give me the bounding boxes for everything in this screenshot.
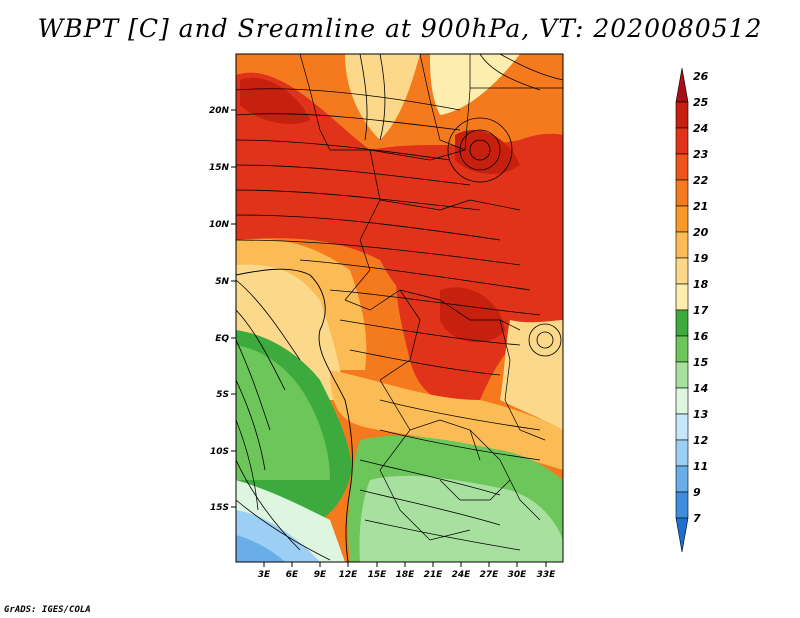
colorbar-bottom-arrow [675, 517, 689, 553]
lon-label: 3E [258, 570, 271, 580]
colorbar-swatch [675, 361, 689, 389]
colorbar-label: 15 [693, 356, 709, 369]
lat-label: 10N [209, 220, 230, 230]
lat-label: 20N [209, 106, 230, 116]
field-lightgreen-west [236, 345, 330, 480]
field-lightgreen-south [359, 475, 563, 562]
colorbar-swatch [675, 309, 689, 337]
colorbar-label: 22 [693, 174, 709, 187]
colorbar-label: 26 [693, 70, 709, 83]
lat-label: EQ [215, 334, 229, 344]
field-orange-south [330, 370, 563, 470]
grads-credit: GrADS: IGES/COLA [4, 605, 91, 615]
colorbar-swatch [675, 283, 689, 311]
colorbar-label: 20 [693, 226, 709, 239]
field-yellow-northeast [430, 54, 520, 115]
colorbar-swatch [675, 413, 689, 441]
lon-label: 24E [452, 570, 472, 580]
lat-label: 15N [209, 163, 230, 173]
colorbar-swatch [675, 101, 689, 129]
colorbar-swatch [675, 491, 689, 519]
lat-label: 5S [216, 390, 229, 400]
lon-label: 12E [339, 570, 359, 580]
colorbar-label: 13 [693, 408, 709, 421]
colorbar-top-arrow [675, 67, 689, 103]
streamlines [236, 54, 563, 561]
colorbar-label: 14 [693, 382, 708, 395]
lon-axis: 3E 6E 9E 12E 15E 18E 21E 24E 27E 30E 33E [258, 562, 556, 580]
lon-label: 9E [314, 570, 327, 580]
colorbar-swatch [675, 335, 689, 363]
country-borders [299, 54, 563, 541]
colorbar-swatch [675, 257, 689, 285]
colorbar-label: 23 [693, 148, 709, 161]
colorbar-label: 11 [693, 460, 708, 473]
lat-label: 15S [210, 503, 229, 513]
field-darkred-nw [240, 77, 310, 125]
field-darkred-ne [455, 129, 520, 175]
colorbar: 26 25 24 23 22 21 20 19 18 17 16 15 14 13 12 11 9 7 [675, 67, 709, 553]
field-blue-deep-southwest [236, 535, 285, 562]
colorbar-label: 24 [693, 122, 708, 135]
colorbar-swatch [675, 153, 689, 181]
lon-label: 30E [508, 570, 528, 580]
lat-axis: 20N 15N 10N 5N EQ 5S 10S 15S [209, 106, 236, 513]
lat-label: 10S [210, 447, 229, 457]
colorbar-label: 9 [693, 486, 701, 499]
lon-label: 27E [480, 570, 500, 580]
coastline [236, 268, 353, 562]
lon-label: 33E [537, 570, 557, 580]
colorbar-label: 16 [693, 330, 709, 343]
map-title: WBPT [C] and Sreamline at 900hPa, VT: 20… [37, 14, 763, 43]
colorbar-swatch [675, 439, 689, 467]
colorbar-swatch [675, 231, 689, 259]
colorbar-label: 17 [693, 304, 709, 317]
wbpt-field [236, 54, 563, 562]
colorbar-label: 12 [693, 434, 709, 447]
map-frame [235, 53, 564, 563]
colorbar-swatch [675, 127, 689, 155]
lon-label: 15E [368, 570, 388, 580]
colorbar-label: 19 [693, 252, 709, 265]
lon-label: 6E [286, 570, 299, 580]
colorbar-swatch [675, 205, 689, 233]
colorbar-label: 7 [693, 512, 701, 525]
colorbar-label: 21 [693, 200, 708, 213]
colorbar-swatch [675, 179, 689, 207]
colorbar-label: 18 [693, 278, 709, 291]
field-darkred-center [440, 287, 505, 343]
colorbar-swatch [675, 387, 689, 415]
lat-label: 5N [215, 277, 229, 287]
colorbar-label: 25 [693, 96, 709, 109]
lon-label: 18E [396, 570, 416, 580]
colorbar-swatch [675, 465, 689, 493]
lon-label: 21E [424, 570, 444, 580]
